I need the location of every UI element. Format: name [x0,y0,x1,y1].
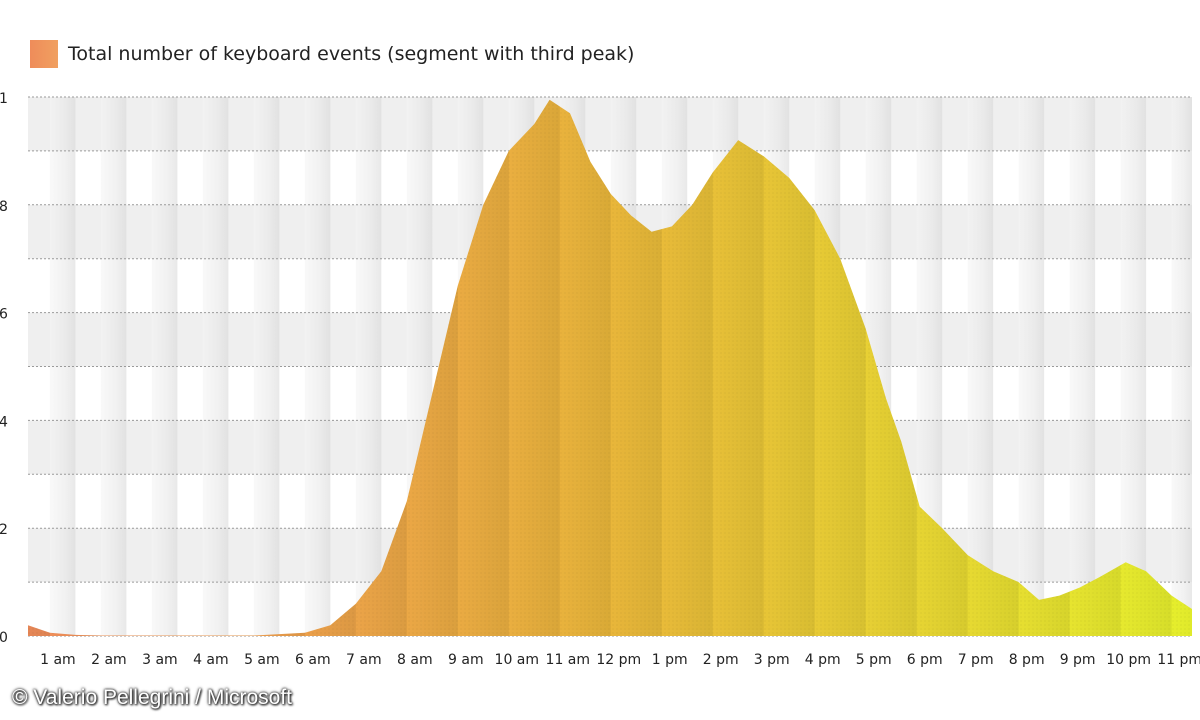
legend-label: Total number of keyboard events (segment… [68,43,635,65]
grid-band [28,97,1192,151]
x-tick-label: 7 am [346,652,382,668]
x-tick-label: 3 am [142,652,178,668]
hour-stripe [253,97,280,636]
y-tick-label: 8 [0,199,8,215]
hour-stripe [1018,97,1045,636]
x-tick-label: 2 am [91,652,127,668]
x-tick-label: 10 pm [1106,652,1151,668]
y-tick-label: 0 [0,630,8,646]
x-tick-label: 11 am [546,652,590,668]
x-tick-label: 4 am [193,652,229,668]
y-tick-label: 4 [0,414,8,430]
x-tick-label: 2 pm [703,652,739,668]
legend-swatch [30,40,58,68]
hour-stripe [49,97,76,636]
x-tick-label: 10 am [495,652,539,668]
x-tick-label: 4 pm [805,652,841,668]
x-tick-label: 8 am [397,652,433,668]
x-tick-label: 1 pm [652,652,688,668]
x-tick-label: 7 pm [958,652,994,668]
y-tick-label: 2 [0,522,8,538]
y-tick-label: 6 [0,307,8,323]
x-tick-label: 9 am [448,652,484,668]
x-tick-label: 8 pm [1009,652,1045,668]
x-tick-label: 11 pm [1157,652,1200,668]
x-tick-label: 3 pm [754,652,790,668]
x-tick-label: 5 pm [856,652,892,668]
x-tick-label: 6 am [295,652,331,668]
x-tick-label: 6 pm [907,652,943,668]
credit-text: © Valerio Pellegrini / Microsoft [12,686,293,709]
x-tick-label: 9 pm [1060,652,1096,668]
y-tick-label: 1 [0,91,8,107]
x-tick-label: 1 am [40,652,76,668]
x-tick-label: 5 am [244,652,280,668]
x-tick-label: 12 pm [596,652,641,668]
legend: Total number of keyboard events (segment… [30,40,634,68]
